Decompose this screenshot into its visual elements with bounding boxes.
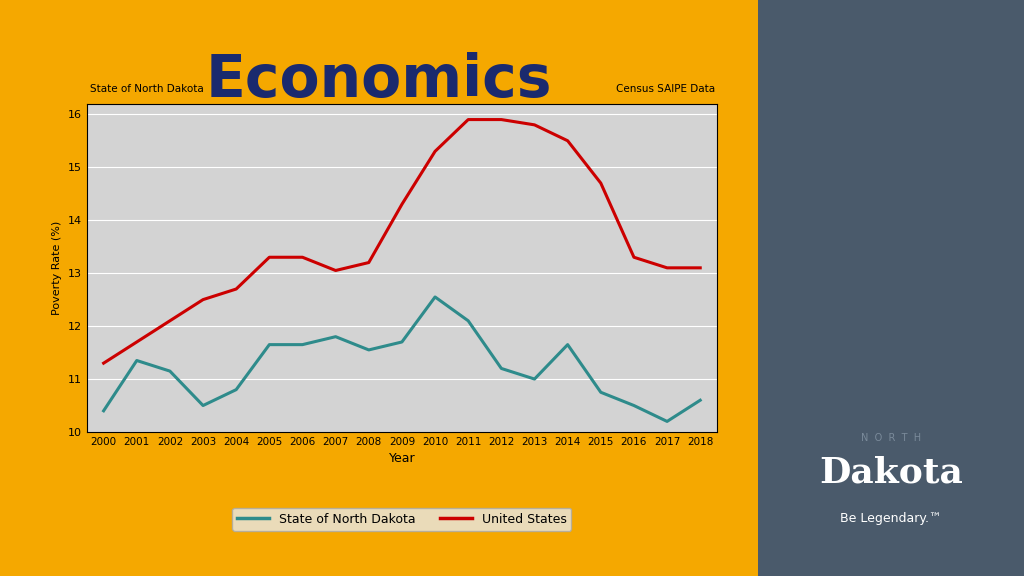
Legend: State of North Dakota, United States: State of North Dakota, United States [232,508,571,531]
Text: Census SAIPE Data: Census SAIPE Data [616,84,716,94]
X-axis label: Year: Year [388,452,416,465]
Text: Be Legendary.™: Be Legendary.™ [840,512,942,525]
Text: Poverty Rates: Poverty Rates [308,138,450,156]
Text: Dakota: Dakota [819,455,963,490]
Text: State of North Dakota: State of North Dakota [90,84,204,94]
Text: Economics: Economics [206,52,552,109]
Y-axis label: Poverty Rate (%): Poverty Rate (%) [52,221,62,315]
Text: N  O  R  T  H: N O R T H [861,433,921,443]
Text: SAIPE Estimates 2000 – 2017: SAIPE Estimates 2000 – 2017 [247,210,511,228]
Text: State of North Dakota: State of North Dakota [281,176,477,194]
